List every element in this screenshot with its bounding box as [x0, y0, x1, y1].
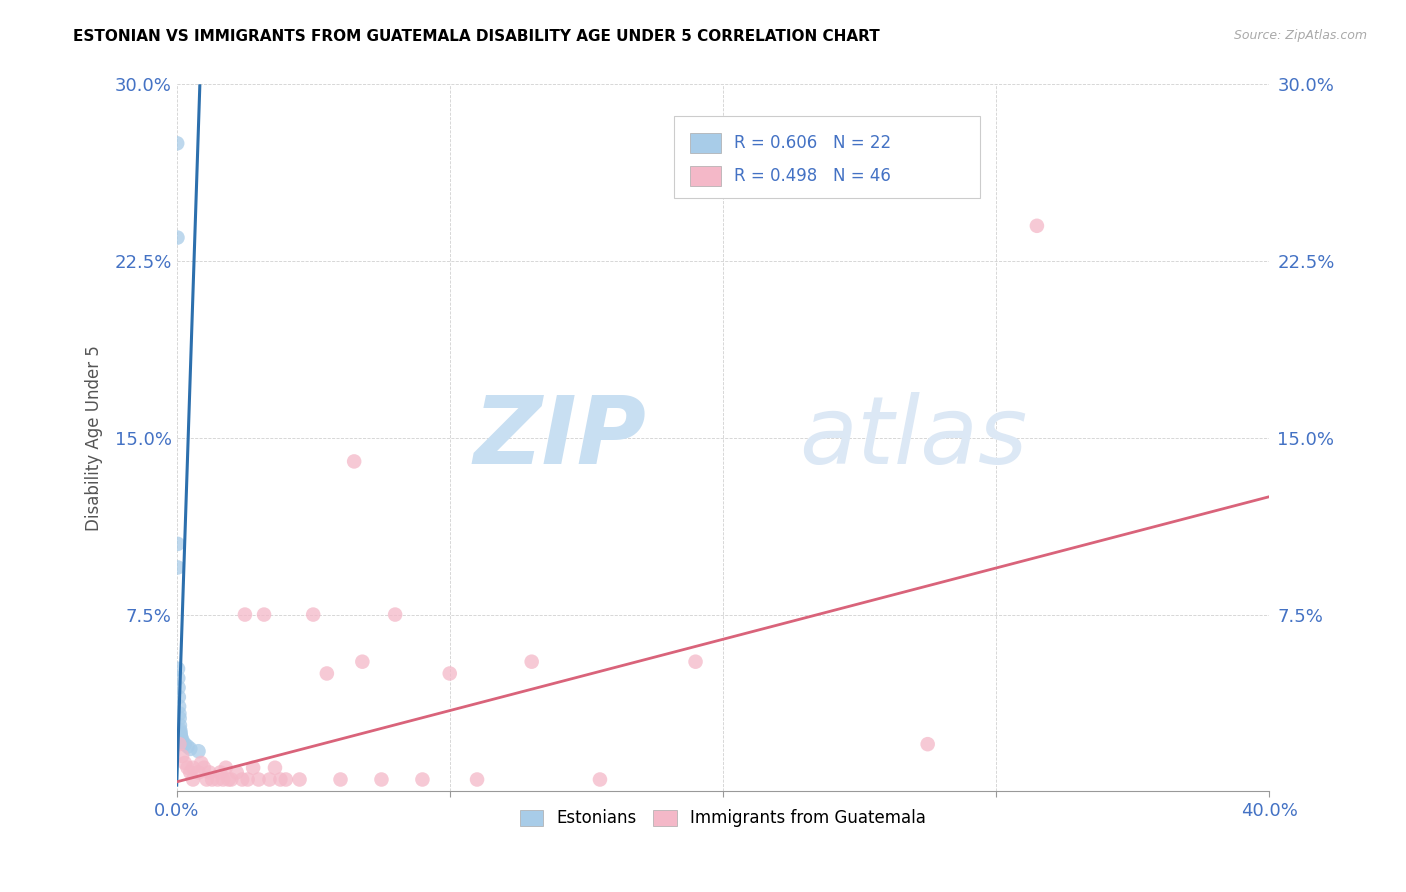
Point	[302, 607, 325, 622]
Point	[166, 136, 188, 151]
Point	[274, 772, 297, 787]
Point	[231, 772, 253, 787]
Point	[187, 744, 209, 758]
Point	[225, 765, 247, 780]
Point	[172, 735, 194, 749]
Point	[685, 655, 707, 669]
Point	[233, 607, 256, 622]
Point	[167, 662, 190, 676]
Point	[242, 761, 264, 775]
Point	[172, 732, 194, 747]
Point	[329, 772, 352, 787]
Point	[236, 772, 259, 787]
Point	[169, 718, 191, 732]
Point	[207, 772, 229, 787]
Point	[170, 730, 193, 744]
Point	[1025, 219, 1047, 233]
Point	[167, 699, 190, 714]
Point	[411, 772, 433, 787]
FancyBboxPatch shape	[690, 133, 721, 153]
Point	[343, 454, 366, 468]
Point	[247, 772, 270, 787]
Point	[172, 748, 194, 763]
Point	[169, 706, 191, 721]
Point	[166, 230, 188, 244]
Point	[219, 772, 242, 787]
Point	[190, 756, 212, 770]
Point	[181, 761, 204, 775]
Y-axis label: Disability Age Under 5: Disability Age Under 5	[86, 345, 103, 531]
Text: R = 0.498   N = 46: R = 0.498 N = 46	[734, 168, 890, 186]
Point	[193, 761, 215, 775]
Point	[187, 765, 209, 780]
Text: Source: ZipAtlas.com: Source: ZipAtlas.com	[1233, 29, 1367, 42]
Point	[288, 772, 311, 787]
Point	[201, 772, 224, 787]
Point	[195, 772, 218, 787]
Point	[176, 761, 198, 775]
Point	[169, 725, 191, 739]
Point	[253, 607, 276, 622]
Point	[170, 728, 193, 742]
Point	[166, 560, 188, 574]
Point	[173, 737, 195, 751]
Legend: Estonians, Immigrants from Guatemala: Estonians, Immigrants from Guatemala	[513, 803, 932, 834]
Point	[264, 761, 287, 775]
Point	[181, 772, 204, 787]
Point	[465, 772, 488, 787]
Point	[352, 655, 374, 669]
Text: ZIP: ZIP	[474, 392, 647, 483]
Text: ESTONIAN VS IMMIGRANTS FROM GUATEMALA DISABILITY AGE UNDER 5 CORRELATION CHART: ESTONIAN VS IMMIGRANTS FROM GUATEMALA DI…	[73, 29, 880, 44]
Point	[169, 737, 191, 751]
Point	[269, 772, 291, 787]
FancyBboxPatch shape	[673, 116, 980, 197]
Point	[370, 772, 392, 787]
Point	[169, 723, 191, 737]
Point	[173, 756, 195, 770]
Point	[315, 666, 337, 681]
Point	[169, 711, 191, 725]
Point	[166, 537, 188, 551]
Point	[215, 761, 238, 775]
Text: R = 0.606   N = 22: R = 0.606 N = 22	[734, 134, 891, 153]
Point	[179, 765, 201, 780]
Point	[589, 772, 612, 787]
Point	[212, 772, 235, 787]
Point	[198, 765, 221, 780]
Point	[520, 655, 543, 669]
Point	[176, 739, 198, 754]
Point	[167, 690, 190, 704]
Point	[917, 737, 939, 751]
Point	[439, 666, 461, 681]
FancyBboxPatch shape	[690, 167, 721, 186]
Text: atlas: atlas	[800, 392, 1028, 483]
Point	[179, 742, 201, 756]
Point	[167, 681, 190, 695]
Point	[209, 765, 232, 780]
Point	[218, 772, 240, 787]
Point	[384, 607, 406, 622]
Point	[167, 671, 190, 685]
Point	[259, 772, 281, 787]
